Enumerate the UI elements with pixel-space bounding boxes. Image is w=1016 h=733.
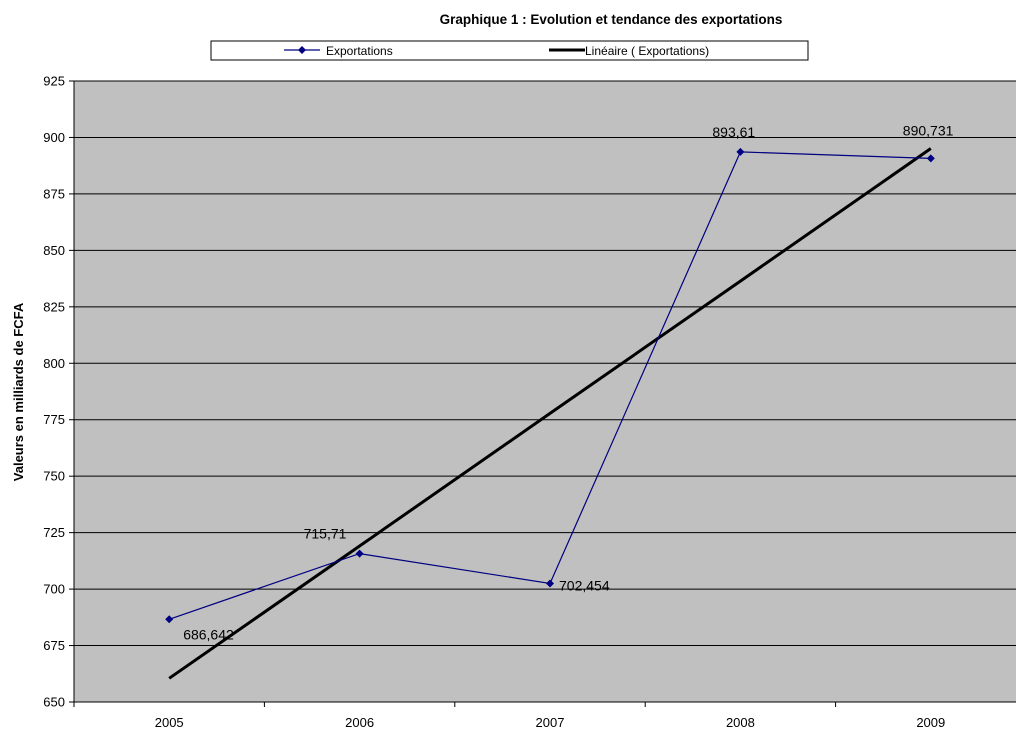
grid [74, 80, 1016, 647]
legend-label-trend: Linéaire ( Exportations) [585, 44, 709, 58]
x-tick-label: 2007 [536, 715, 565, 730]
data-label: 686,642 [183, 626, 234, 642]
data-label: 890,731 [903, 122, 954, 138]
data-label: 715,71 [304, 526, 347, 542]
y-tick-label: 875 [43, 186, 65, 201]
x-tick-label: 2006 [345, 715, 374, 730]
y-tick-label: 825 [43, 299, 65, 314]
tick-labels: 650 675 700 725 750 775 800 825 850 875 900 925 2005… [43, 74, 945, 731]
x-tick-label: 2008 [726, 715, 755, 730]
y-axis-title: Valeurs en milliards de FCFA [11, 302, 26, 481]
plot-area [73, 80, 1016, 703]
y-tick-label: 800 [43, 356, 65, 371]
axes [73, 81, 1016, 707]
chart-title: Graphique 1 : Evolution et tendance des … [439, 12, 783, 27]
data-point-exportations [355, 549, 364, 558]
y-tick-label: 700 [43, 582, 65, 597]
y-tick-label: 675 [43, 638, 65, 653]
y-tick-label: 650 [43, 695, 65, 710]
y-tick-label: 900 [43, 130, 65, 145]
y-tick-label: 725 [43, 525, 65, 540]
x-tick-label: 2005 [155, 715, 184, 730]
y-tick-label: 750 [43, 469, 65, 484]
data-label: 893,61 [712, 124, 755, 140]
y-tick-label: 850 [43, 243, 65, 258]
y-tick-label: 925 [43, 74, 65, 89]
data-labels: 686,642 715,71 702,454 893,61 890,731 [183, 122, 953, 642]
data-point-exportations [546, 579, 554, 588]
y-tick-label: 775 [43, 412, 65, 427]
data-point-exportations [165, 615, 174, 624]
data-point-exportations [926, 154, 935, 163]
data-label: 702,454 [559, 578, 610, 594]
legend: Exportations Linéaire ( Exportations) [210, 40, 809, 61]
series-layer [165, 147, 935, 680]
series-line-trend [168, 147, 932, 680]
x-tick-label: 2009 [916, 715, 945, 730]
legend-box [210, 40, 809, 61]
legend-label-exportations: Exportations [326, 44, 393, 58]
data-point-exportations [736, 147, 745, 156]
legend-marker-exportations [298, 46, 306, 54]
